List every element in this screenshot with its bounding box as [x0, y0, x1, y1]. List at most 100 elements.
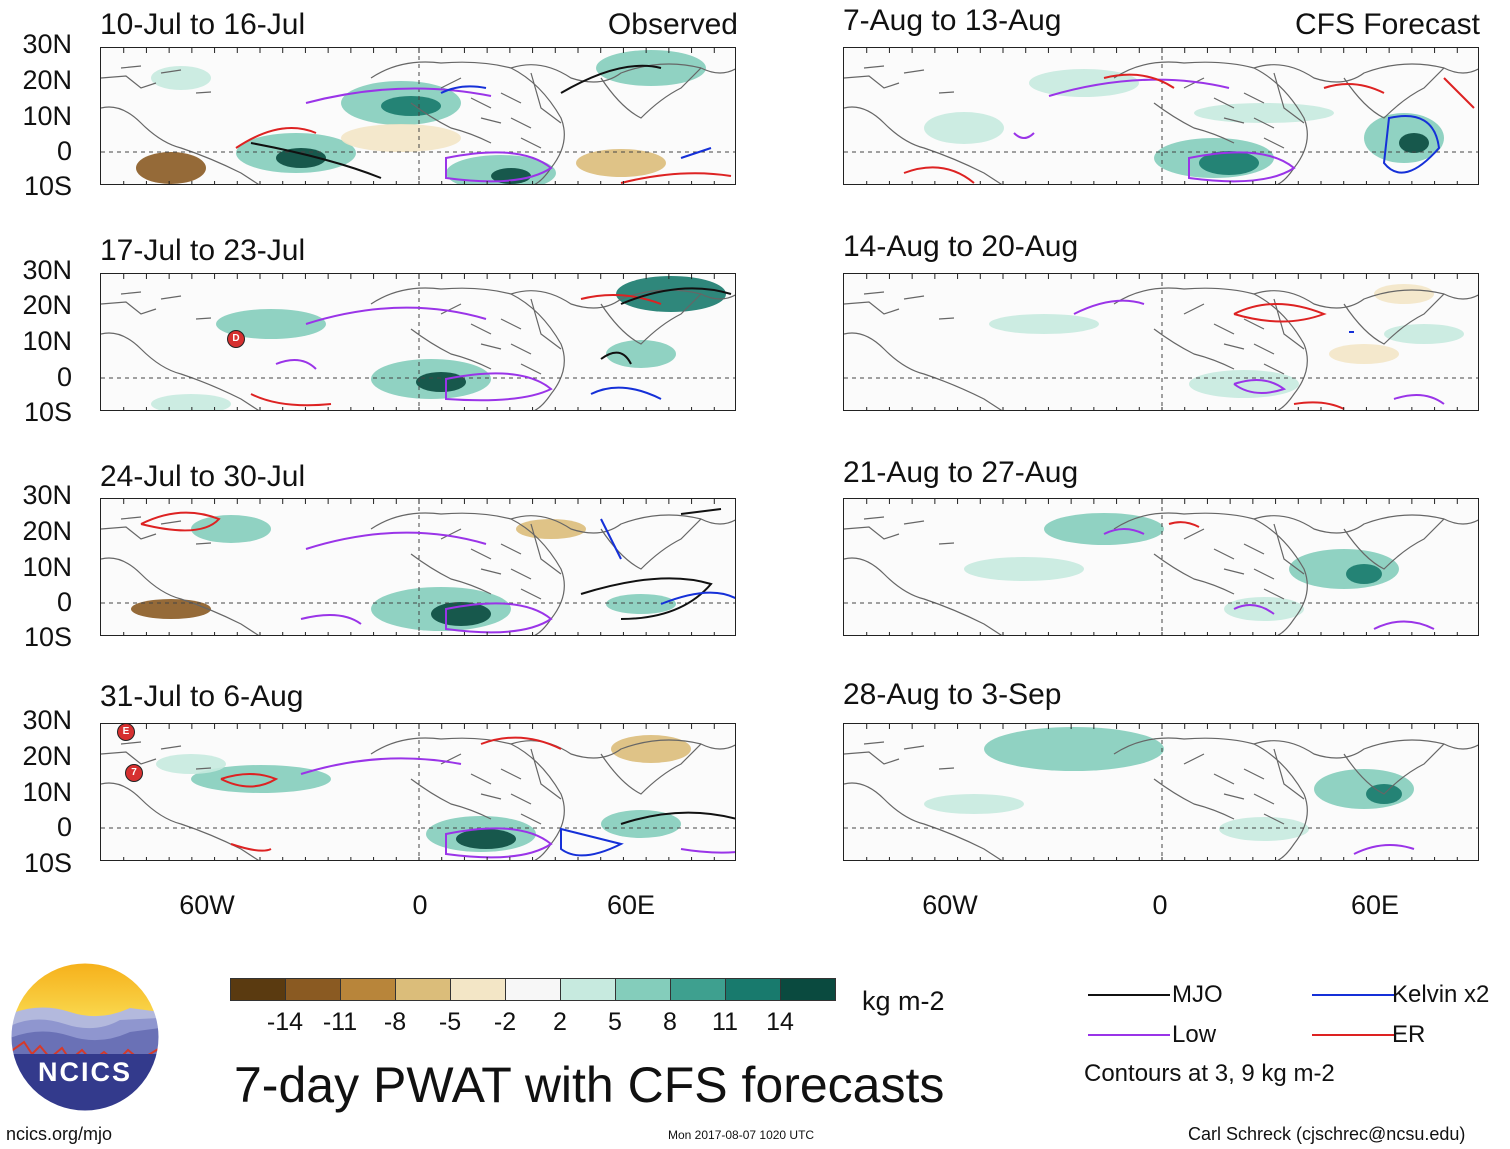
pwat-anomaly-shading [1329, 344, 1399, 364]
colorbar-segment [725, 978, 781, 1001]
lat-label: 10S [23, 622, 72, 652]
coastline [1153, 553, 1235, 595]
coastline [1153, 778, 1235, 820]
lon-label: 60E [606, 890, 656, 920]
footer-url[interactable]: ncics.org/mjo [6, 1124, 113, 1144]
pwat-anomaly-shading [1219, 817, 1309, 841]
lat-label: 20N [22, 290, 72, 320]
wave-contour [590, 386, 662, 400]
coastline [101, 332, 260, 410]
legend-low-label: Low [1172, 1021, 1217, 1048]
coastline [1273, 72, 1305, 124]
coastline [510, 343, 542, 375]
coastline [1183, 77, 1265, 124]
wave-contour [440, 85, 487, 94]
map-graphic [101, 724, 735, 860]
colorbar-label: 2 [553, 1008, 567, 1036]
map-graphic [844, 48, 1478, 184]
legend-er-label: ER [1392, 1021, 1426, 1048]
storm-marker-d: D [227, 330, 245, 348]
map-forecast-2 [843, 273, 1479, 411]
coastline [440, 303, 522, 350]
coastline [1253, 63, 1445, 83]
coastline [844, 557, 1003, 635]
lon-label: 0 [412, 890, 428, 920]
forecast-header: CFS Forecast [1294, 8, 1480, 41]
wave-contour [275, 359, 317, 370]
colorbar-segment [340, 978, 396, 1001]
wave-contour [620, 172, 732, 184]
colorbar-label: 14 [766, 1008, 794, 1036]
pwat-anomaly-shading [616, 276, 726, 312]
pwat-anomaly-shading [131, 599, 211, 619]
lat-label: 30N [22, 255, 72, 285]
lon-label: 60W [179, 890, 235, 920]
lon-label: 60W [922, 890, 978, 920]
wave-contour [305, 306, 487, 325]
pwat-anomaly-shading [1189, 370, 1299, 398]
coastline [440, 753, 522, 800]
lat-label: 10S [23, 397, 72, 427]
lat-label: 10S [23, 171, 72, 201]
lon-label: 60E [1350, 890, 1400, 920]
wave-contour [600, 351, 632, 365]
coastline [1253, 289, 1445, 309]
observed-panel-1-title: 10-Jul to 16-Jul [100, 8, 306, 41]
coastline [101, 526, 157, 540]
ncics-logo-text: NCICS [37, 1057, 132, 1087]
coastline [530, 298, 562, 350]
wave-contour [1103, 73, 1175, 89]
wave-contour [230, 843, 272, 852]
lat-label: 20N [22, 65, 72, 95]
coastline [863, 516, 955, 545]
coastline [101, 75, 157, 89]
coastline [101, 751, 157, 765]
wave-contour [1382, 115, 1441, 174]
pwat-anomaly-shading [151, 66, 211, 90]
lat-label: 0 [56, 362, 72, 392]
coastline [1253, 739, 1445, 759]
coastline [600, 293, 735, 345]
pwat-anomaly-shading [1399, 133, 1429, 153]
map-observed-3 [100, 498, 736, 636]
coastline [844, 75, 900, 89]
colorbar-segment [560, 978, 616, 1001]
map-graphic [101, 499, 735, 635]
legend-kelvin-label: Kelvin x2 [1392, 981, 1490, 1008]
legend-mjo-label: MJO [1172, 981, 1223, 1008]
pwat-anomaly-shading [606, 594, 676, 614]
wave-contour [1013, 132, 1035, 139]
pwat-anomaly-shading [1384, 324, 1464, 344]
pwat-anomaly-shading [611, 735, 691, 763]
coastline [101, 557, 260, 635]
coastline [844, 751, 900, 765]
wave-contour [680, 147, 712, 159]
main-title: 7-day PWAT with CFS forecasts [234, 1057, 945, 1113]
colorbar-label: -8 [383, 1008, 407, 1036]
coastline [120, 516, 212, 545]
coastline [120, 741, 212, 770]
pwat-anomaly-shading [924, 794, 1024, 814]
lat-label: 0 [56, 812, 72, 842]
coastline [844, 526, 900, 540]
legend-mjo-line [1088, 994, 1170, 996]
coastline [1113, 287, 1308, 410]
wave-contour [1443, 77, 1475, 109]
storm-marker-7: 7 [125, 764, 143, 782]
colorbar-segment [230, 978, 286, 1001]
wave-contour [305, 531, 487, 550]
pwat-anomaly-shading [601, 810, 681, 838]
coastline [1153, 328, 1235, 370]
pwat-anomaly-shading [596, 50, 706, 86]
map-forecast-3 [843, 498, 1479, 636]
map-forecast-4 [843, 723, 1479, 861]
lat-label: 10N [22, 326, 72, 356]
coastline [370, 287, 565, 410]
pwat-anomaly-shading [1199, 151, 1259, 175]
lat-label: 10N [22, 552, 72, 582]
colorbar-units: kg m-2 [862, 986, 945, 1016]
coastline [120, 65, 212, 94]
wave-contour [300, 757, 462, 775]
colorbar-segment [615, 978, 671, 1001]
wave-contour [580, 294, 662, 305]
